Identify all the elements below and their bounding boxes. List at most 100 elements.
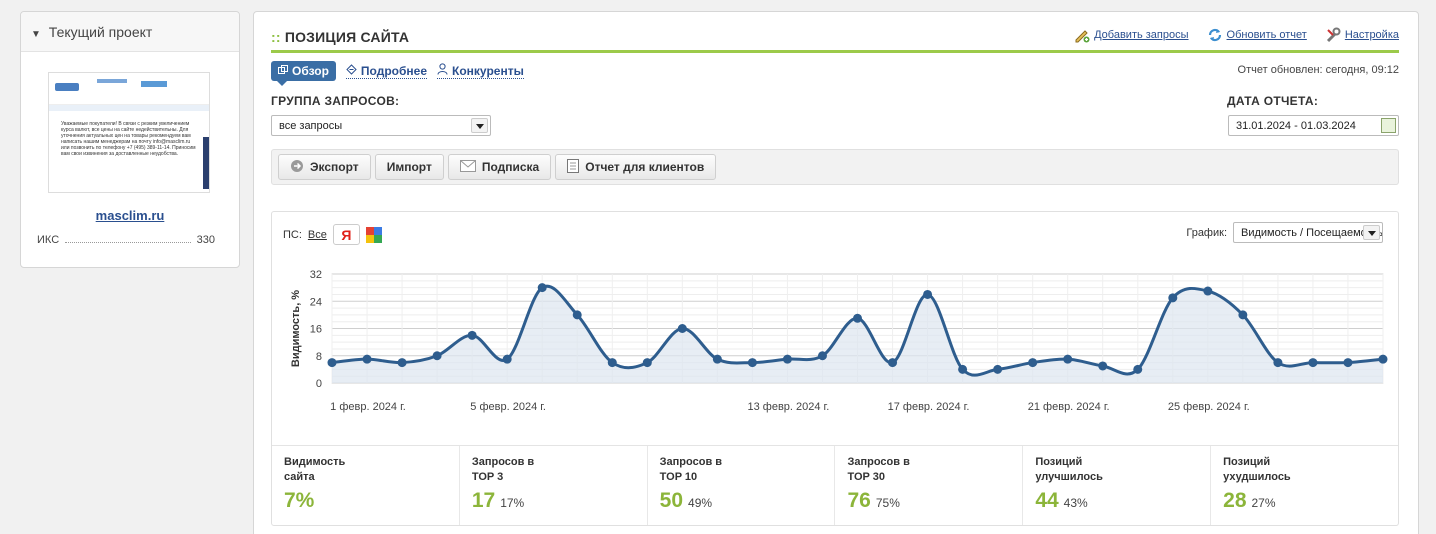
stat-name: Запросов в TOP 10 xyxy=(659,456,723,483)
site-link[interactable]: masclim.ru xyxy=(95,208,165,223)
tab-overview-label: Обзор xyxy=(292,64,329,78)
thumb-nav xyxy=(49,105,209,111)
data-point xyxy=(1028,358,1038,368)
x-tick-label: 5 февр. 2024 г. xyxy=(470,401,546,413)
subscribe-button[interactable]: Подписка xyxy=(447,154,552,180)
x-tick-label: 21 февр. 2024 г. xyxy=(1028,401,1110,413)
graph-type-control: График: Видимость / Посещаемость xyxy=(1186,222,1383,243)
stat-percent: 27% xyxy=(1251,496,1276,510)
graph-type-select[interactable]: Видимость / Посещаемость xyxy=(1233,222,1383,243)
client-report-button[interactable]: Отчет для клиентов xyxy=(555,154,717,180)
details-icon xyxy=(346,63,357,78)
yandex-icon[interactable]: Я xyxy=(332,224,360,245)
export-label: Экспорт xyxy=(310,160,359,174)
stat-cell: Запросов в TOP 30 76 75% xyxy=(835,446,1024,525)
title-underline xyxy=(271,50,1399,53)
data-point xyxy=(1308,358,1318,368)
stat-percent: 17% xyxy=(500,496,525,510)
stat-values: 7% xyxy=(284,489,447,513)
add-queries-link[interactable]: Добавить запросы xyxy=(1074,27,1189,43)
data-point xyxy=(1378,354,1388,364)
data-point xyxy=(853,313,862,323)
tab-details[interactable]: Подробнее xyxy=(345,63,428,79)
refresh-report-link[interactable]: Обновить отчет xyxy=(1207,27,1307,43)
tab-overview[interactable]: Обзор xyxy=(271,61,336,86)
stat-name: Запросов в TOP 30 xyxy=(847,456,910,483)
thumb-header xyxy=(49,73,209,105)
stat-value: 17 xyxy=(471,489,496,512)
envelope-icon xyxy=(459,159,476,175)
settings-link[interactable]: Настройка xyxy=(1325,27,1399,43)
series-area xyxy=(332,286,1383,383)
stat-name: Видимость сайта xyxy=(284,456,346,483)
data-point xyxy=(993,364,1003,374)
stat-percent: 43% xyxy=(1063,496,1088,510)
data-point xyxy=(607,358,617,368)
tab-details-label: Подробнее xyxy=(360,63,428,78)
data-point xyxy=(1238,310,1248,320)
settings-label: Настройка xyxy=(1344,29,1399,41)
data-point xyxy=(958,364,968,374)
stat-value: 28 xyxy=(1223,489,1247,512)
data-point xyxy=(572,310,582,320)
stat-percent: 49% xyxy=(688,496,713,510)
overview-icon xyxy=(278,64,288,78)
data-point xyxy=(327,358,337,368)
tab-competitors[interactable]: Конкуренты xyxy=(437,63,524,79)
dropdown-arrow-icon xyxy=(471,118,488,133)
thumb-phone xyxy=(97,79,127,83)
stat-cell: Запросов в TOP 10 50 49% xyxy=(648,446,836,525)
dropdown-arrow-icon xyxy=(1363,225,1380,240)
export-icon xyxy=(290,159,304,176)
stat-value: 44 xyxy=(1035,489,1059,512)
stat-value: 7% xyxy=(284,489,315,512)
stat-cell: Позиций улучшилось 44 43% xyxy=(1023,446,1212,525)
stat-value: 76 xyxy=(847,489,871,512)
query-group-value: все запросы xyxy=(279,120,343,132)
actions-toolbar: Экспорт Импорт Подписка Отчет для клиент… xyxy=(271,149,1399,185)
page-title: :: ПОЗИЦИЯ САЙТА xyxy=(271,29,409,45)
y-tick-label: 16 xyxy=(310,324,322,336)
leader-dots xyxy=(65,242,191,243)
y-axis-label: Видимость, % xyxy=(290,290,302,367)
graph-type-value: Видимость / Посещаемость xyxy=(1241,227,1383,239)
stats-row: Видимость сайта 7% Запросов в TOP 3 17 17% За… xyxy=(272,445,1398,525)
export-button[interactable]: Экспорт xyxy=(278,154,371,180)
site-thumbnail[interactable]: Уважаемые покупатели! В связи с резким у… xyxy=(48,72,210,193)
query-group-select[interactable]: все запросы xyxy=(271,115,491,136)
stat-values: 28 27% xyxy=(1223,489,1386,513)
current-project-panel: ▼ Текущий проект Уважаемые покупатели! В… xyxy=(20,11,240,268)
data-point xyxy=(747,358,757,368)
thumb-button xyxy=(141,81,167,87)
thumb-text: Уважаемые покупатели! В связи с резким у… xyxy=(61,121,196,157)
x-tick-label: 13 февр. 2024 г. xyxy=(748,401,830,413)
view-tabs: Обзор Подробнее Конкуренты xyxy=(271,61,524,86)
import-button[interactable]: Импорт xyxy=(374,154,444,180)
iks-row: ИКС 330 xyxy=(37,234,215,246)
project-header[interactable]: ▼ Текущий проект xyxy=(21,12,239,52)
user-icon xyxy=(437,63,448,78)
stat-name: Позиций ухудшилось xyxy=(1223,456,1291,483)
graph-label: График: xyxy=(1186,226,1227,239)
ps-all-link[interactable]: Все xyxy=(307,228,327,241)
y-tick-label: 24 xyxy=(310,296,322,308)
data-point xyxy=(502,354,512,364)
calendar-icon[interactable] xyxy=(1381,118,1396,133)
title-text: ПОЗИЦИЯ САЙТА xyxy=(284,29,410,45)
report-date-label: ДАТА ОТЧЕТА: xyxy=(1227,94,1319,108)
google-icon[interactable] xyxy=(365,226,382,243)
stat-percent: 75% xyxy=(875,496,900,510)
report-date-field[interactable]: 31.01.2024 - 01.03.2024 xyxy=(1228,115,1399,136)
report-updated-status: Отчет обновлен: сегодня, 09:12 xyxy=(1237,64,1399,76)
x-tick-label: 1 февр. 2024 г. xyxy=(330,401,406,413)
import-label: Импорт xyxy=(386,160,432,174)
subscribe-label: Подписка xyxy=(481,160,540,174)
site-position-panel: :: ПОЗИЦИЯ САЙТА Добавить запросы Обнови… xyxy=(253,11,1419,534)
stat-values: 50 49% xyxy=(660,489,823,513)
data-point xyxy=(642,358,652,368)
data-point xyxy=(362,354,372,364)
pencil-add-icon xyxy=(1074,27,1090,43)
iks-label: ИКС xyxy=(37,234,60,246)
y-tick-label: 0 xyxy=(316,378,322,390)
data-point xyxy=(1133,364,1143,374)
